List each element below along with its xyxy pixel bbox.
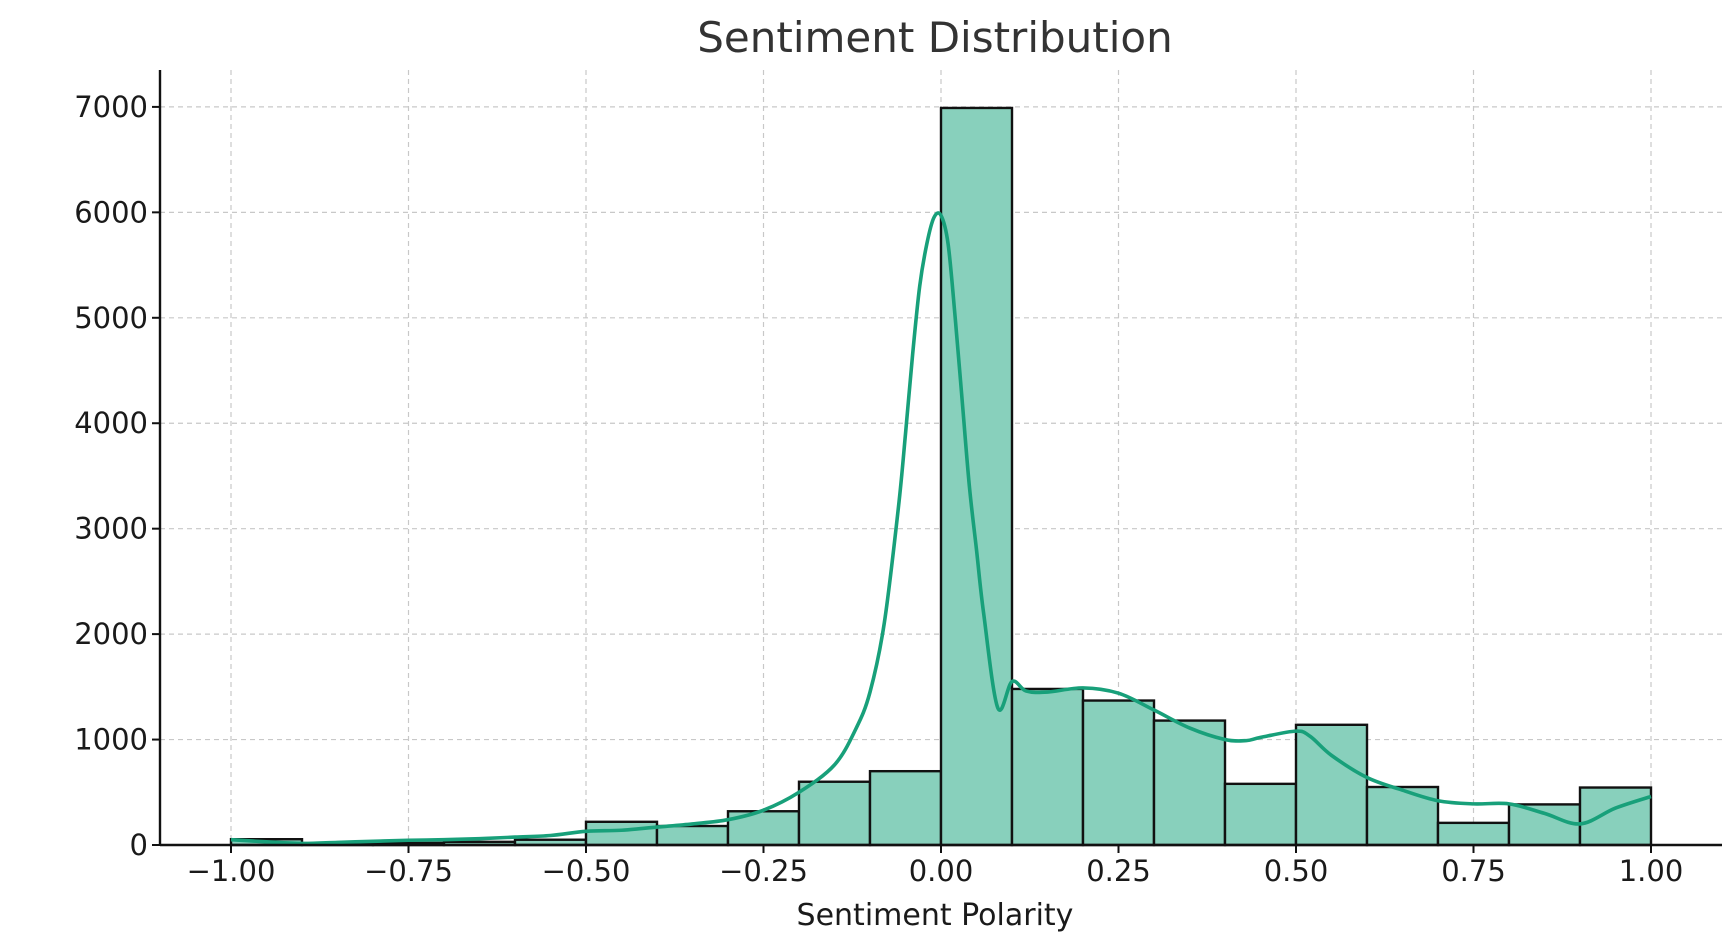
x-tick-label: −1.00 (187, 854, 276, 888)
x-tick-label: −0.50 (542, 854, 631, 888)
chart-title: Sentiment Distribution (697, 13, 1172, 62)
x-tick-label: 0.25 (1086, 854, 1151, 888)
x-tick-label: −0.75 (364, 854, 453, 888)
y-tick-label: 0 (130, 828, 148, 862)
x-tick-label: 0.50 (1264, 854, 1329, 888)
histogram-bar (1507, 803, 1582, 847)
x-tick-label: 0.75 (1441, 854, 1506, 888)
y-tick-label: 1000 (74, 723, 148, 757)
y-tick-label: 4000 (74, 406, 148, 440)
kde-density-line (230, 211, 1652, 846)
histogram-bar (655, 824, 730, 847)
y-tick-label: 3000 (74, 512, 148, 546)
histogram-bar (1436, 821, 1511, 847)
x-axis-title: Sentiment Polarity (797, 898, 1074, 933)
histogram-bar (1081, 699, 1156, 847)
y-tick-label: 6000 (74, 195, 148, 229)
histogram-bar (939, 106, 1014, 847)
histogram-bar (1365, 785, 1440, 847)
histogram-bar (868, 769, 943, 847)
histogram-bar (584, 820, 659, 847)
y-tick-label: 7000 (74, 90, 148, 124)
x-tick-label: 0.00 (909, 854, 974, 888)
histogram-bar (797, 780, 872, 847)
histogram-bar (1152, 719, 1227, 847)
histogram-bar (1223, 782, 1298, 847)
y-tick-label: 2000 (74, 617, 148, 651)
tick-labels: −1.00 −0.75 −0.50 −0.25 0.00 0.25 0.50 0.75 1.00… (74, 90, 1683, 888)
histogram-bar (1010, 687, 1085, 847)
histogram-bar (1294, 723, 1369, 847)
y-tick-label: 5000 (74, 301, 148, 335)
x-tick-label: 1.00 (1619, 854, 1684, 888)
histogram-bar (1578, 786, 1653, 847)
histogram-bars (229, 106, 1653, 847)
x-tick-label: −0.25 (719, 854, 808, 888)
